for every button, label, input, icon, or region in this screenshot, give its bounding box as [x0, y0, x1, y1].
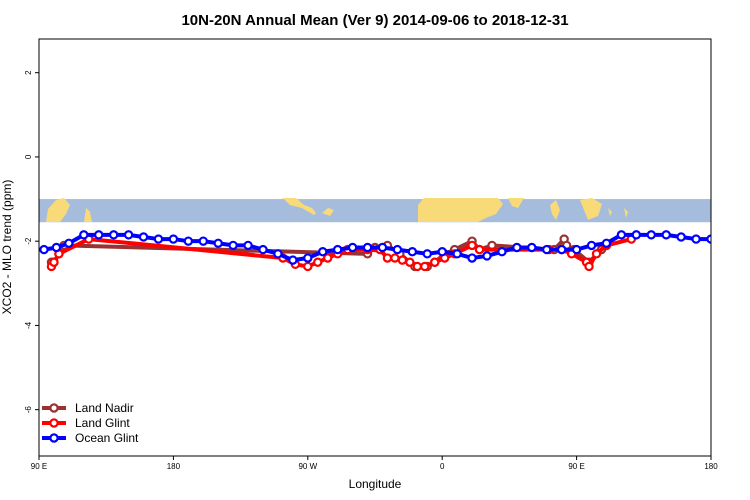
data-point — [542, 244, 552, 255]
data-point — [397, 255, 408, 265]
legend-item: Land Nadir — [42, 401, 134, 415]
data-point — [437, 247, 447, 257]
legend-label: Land Nadir — [75, 401, 134, 415]
data-point — [691, 234, 701, 244]
data-point — [497, 247, 507, 257]
data-point — [377, 242, 388, 253]
x-tick-label: 90 W — [298, 462, 317, 471]
data-point — [661, 230, 671, 240]
data-point — [198, 236, 208, 246]
data-point — [288, 255, 298, 265]
data-point — [94, 230, 104, 240]
data-point — [168, 234, 179, 244]
y-tick-label: 0 — [24, 154, 33, 159]
x-axis: 90 E 180 90 W 0 90 E 180 — [31, 456, 718, 471]
y-tick-label: -2 — [24, 237, 33, 245]
data-point — [39, 244, 49, 255]
data-point — [243, 240, 253, 251]
legend-swatch-marker — [49, 403, 59, 413]
x-axis-label: Longitude — [349, 477, 402, 491]
data-point — [584, 261, 594, 272]
data-point — [527, 242, 537, 253]
data-point — [467, 240, 477, 251]
x-tick-label: 180 — [704, 462, 718, 471]
data-point — [228, 240, 238, 251]
y-tick-label: -6 — [24, 406, 33, 414]
data-point — [318, 247, 328, 257]
legend-swatch-marker — [49, 433, 59, 443]
data-point — [512, 242, 522, 253]
data-point — [183, 236, 194, 246]
data-point — [49, 257, 59, 267]
data-point — [601, 238, 612, 248]
series-line — [43, 232, 711, 263]
data-point — [323, 253, 333, 263]
data-point — [213, 238, 223, 248]
y-tick-label: 2 — [24, 70, 33, 75]
plot-frame — [38, 38, 712, 457]
map-ocean — [39, 199, 711, 223]
data-point — [556, 244, 567, 255]
y-axis: 2 0 -2 -4 -6 — [24, 70, 39, 413]
data-point — [273, 249, 283, 259]
data-point — [467, 253, 477, 263]
data-point — [390, 253, 400, 263]
data-point — [382, 253, 393, 263]
data-point — [153, 234, 164, 244]
data-point — [405, 257, 415, 267]
data-point — [392, 244, 403, 255]
map-land — [46, 198, 628, 222]
data-point — [79, 230, 89, 240]
data-point — [430, 257, 440, 267]
data-point — [646, 230, 656, 240]
x-tick-label: 90 E — [31, 462, 47, 471]
data-point — [64, 238, 74, 248]
data-point — [571, 244, 582, 255]
series-ocean-glint — [39, 230, 711, 265]
x-tick-label: 180 — [167, 462, 181, 471]
legend-item: Ocean Glint — [42, 431, 139, 445]
data-point — [362, 242, 373, 253]
chart-title: 10N-20N Annual Mean (Ver 9) 2014-09-06 t… — [181, 12, 568, 29]
x-tick-label: 0 — [440, 462, 445, 471]
legend-item: Land Glint — [42, 416, 130, 430]
data-point — [332, 244, 343, 255]
data-point — [347, 242, 358, 253]
data-point — [138, 232, 149, 242]
data-point — [407, 247, 418, 257]
data-point — [482, 251, 492, 261]
data-point — [586, 240, 597, 251]
data-point — [474, 244, 485, 255]
data-point — [616, 230, 627, 240]
data-point — [452, 249, 462, 259]
data-point — [51, 242, 62, 253]
data-point — [420, 261, 430, 272]
map-strip — [39, 198, 711, 223]
x-tick-label: 90 E — [568, 462, 584, 471]
legend-label: Land Glint — [75, 416, 130, 430]
data-point — [412, 261, 423, 272]
legend-label: Ocean Glint — [75, 431, 139, 445]
data-point — [313, 257, 323, 267]
data-point — [108, 230, 119, 240]
data-point — [123, 230, 134, 240]
data-point — [303, 253, 313, 263]
data-point — [631, 230, 642, 240]
y-tick-label: -4 — [24, 321, 33, 329]
data-point — [591, 249, 602, 259]
data-point — [676, 232, 686, 242]
data-point — [706, 234, 711, 244]
data-point — [422, 249, 432, 259]
y-axis-label: XCO2 - MLO trend (ppm) — [0, 180, 14, 315]
data-point — [303, 261, 313, 272]
data-point — [258, 244, 268, 255]
legend-swatch-marker — [49, 418, 59, 428]
